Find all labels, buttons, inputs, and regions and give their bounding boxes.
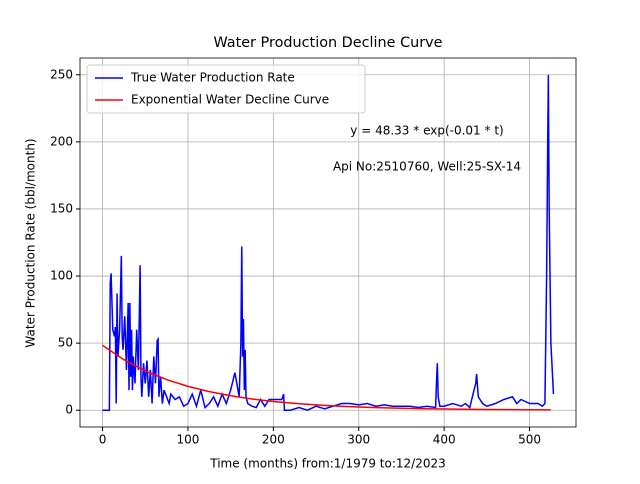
y-axis-label: Water Production Rate (bbl/month) — [24, 138, 38, 347]
y-tick-label: 50 — [58, 336, 73, 350]
y-tick-label: 100 — [50, 269, 73, 283]
x-tick-label: 500 — [518, 433, 541, 447]
annotation: Api No:2510760, Well:25-SX-14 — [333, 160, 521, 174]
legend-label: Exponential Water Decline Curve — [131, 93, 329, 107]
data-line — [102, 344, 551, 411]
y-tick-label: 250 — [50, 67, 73, 81]
x-axis-label: Time (months) from:1/1979 to:12/2023 — [209, 457, 446, 471]
x-tick-label: 100 — [176, 433, 199, 447]
y-tick-label: 0 — [65, 403, 73, 417]
y-tick-label: 200 — [50, 134, 73, 148]
plot-frame — [79, 57, 577, 428]
data-line — [102, 74, 555, 412]
x-tick-label: 200 — [262, 433, 285, 447]
legend-box — [86, 64, 366, 114]
x-tick-label: 0 — [99, 433, 107, 447]
x-tick-label: 300 — [347, 433, 370, 447]
annotation: y = 48.33 * exp(-0.01 * t) — [350, 124, 503, 138]
y-tick-label: 150 — [50, 201, 73, 215]
chart-title: Water Production Decline Curve — [213, 35, 442, 51]
x-tick-label: 400 — [433, 433, 456, 447]
legend-label: True Water Production Rate — [130, 71, 295, 85]
